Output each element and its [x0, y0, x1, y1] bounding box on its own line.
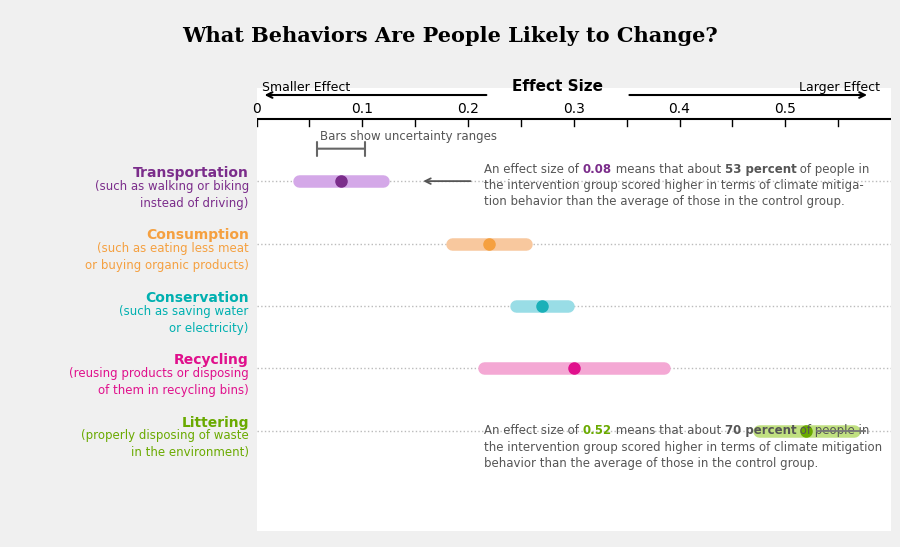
Text: (such as walking or biking
instead of driving): (such as walking or biking instead of dr… [94, 180, 248, 210]
Text: (such as saving water
or electricity): (such as saving water or electricity) [120, 305, 248, 335]
Text: An effect size of: An effect size of [484, 164, 582, 176]
Text: of people in: of people in [796, 164, 869, 176]
Text: 0.2: 0.2 [457, 102, 479, 115]
Text: (such as eating less meat
or buying organic products): (such as eating less meat or buying orga… [85, 242, 248, 272]
Text: 0.08: 0.08 [582, 164, 612, 176]
Text: Bars show uncertainty ranges: Bars show uncertainty ranges [320, 130, 497, 143]
Text: the intervention group scored higher in terms of climate mitiga-: the intervention group scored higher in … [484, 179, 864, 192]
Text: Littering: Littering [181, 416, 248, 429]
Text: Conservation: Conservation [145, 291, 248, 305]
Text: Transportation: Transportation [133, 166, 248, 180]
Text: Effect Size: Effect Size [512, 79, 603, 94]
Text: Consumption: Consumption [146, 229, 248, 242]
Text: An effect size of: An effect size of [484, 424, 582, 437]
Text: 70 percent: 70 percent [724, 424, 796, 437]
Text: behavior than the average of those in the control group.: behavior than the average of those in th… [484, 457, 818, 470]
Text: tion behavior than the average of those in the control group.: tion behavior than the average of those … [484, 195, 844, 208]
Text: 0: 0 [252, 102, 261, 115]
Text: 0.4: 0.4 [669, 102, 690, 115]
Text: (properly disposing of waste
in the environment): (properly disposing of waste in the envi… [81, 429, 248, 459]
Text: 0.1: 0.1 [351, 102, 374, 115]
Text: of people in: of people in [796, 424, 869, 437]
Text: Larger Effect: Larger Effect [799, 81, 880, 94]
Text: 0.3: 0.3 [562, 102, 585, 115]
Text: the intervention group scored higher in terms of climate mitigation: the intervention group scored higher in … [484, 441, 882, 454]
Text: 53 percent: 53 percent [724, 164, 796, 176]
Text: What Behaviors Are People Likely to Change?: What Behaviors Are People Likely to Chan… [182, 26, 718, 46]
Text: 0.5: 0.5 [774, 102, 796, 115]
Text: means that about: means that about [612, 424, 724, 437]
Text: Recycling: Recycling [174, 353, 248, 367]
Text: means that about: means that about [612, 164, 724, 176]
Text: Smaller Effect: Smaller Effect [262, 81, 350, 94]
Text: 0.52: 0.52 [582, 424, 612, 437]
Text: (reusing products or disposing
of them in recycling bins): (reusing products or disposing of them i… [69, 367, 248, 397]
